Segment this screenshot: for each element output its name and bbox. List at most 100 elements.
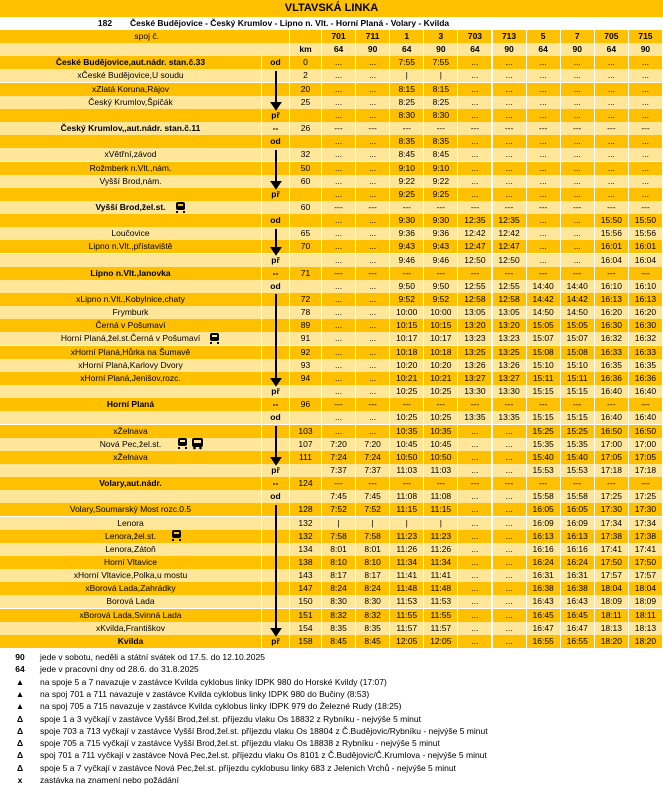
- time: 7:20: [322, 437, 357, 451]
- km: 154: [290, 621, 322, 635]
- time: |: [322, 516, 357, 530]
- time: ...: [526, 227, 561, 241]
- km: [290, 385, 322, 399]
- km: [290, 411, 322, 425]
- time: ...: [526, 253, 561, 267]
- time: 7:45: [356, 490, 391, 504]
- km: 158: [290, 634, 322, 648]
- time: 7:24: [356, 450, 391, 464]
- time: ...: [492, 503, 527, 517]
- time: ---: [458, 398, 493, 412]
- km-label: km: [290, 43, 322, 57]
- stop-name: Lipno n.Vlt.,přístaviště: [0, 240, 262, 254]
- time: 13:27: [492, 371, 527, 385]
- time: ...: [526, 187, 561, 201]
- arr-dep: od: [262, 135, 290, 149]
- km: 71: [290, 266, 322, 280]
- stop-name: [0, 253, 262, 267]
- time: ---: [526, 200, 561, 214]
- time: ...: [356, 148, 391, 162]
- time: ...: [322, 293, 357, 306]
- time: 16:10: [594, 279, 629, 293]
- time: ...: [458, 569, 493, 583]
- time: 13:25: [492, 345, 527, 359]
- arr-dep: [262, 542, 290, 556]
- arr-dep: [262, 200, 290, 214]
- km: 103: [290, 424, 322, 438]
- time: 15:10: [526, 358, 561, 372]
- time: 11:41: [424, 569, 459, 583]
- time: 11:26: [390, 542, 425, 556]
- stop-name: [0, 135, 262, 149]
- time: 11:55: [424, 608, 459, 622]
- stop-name: xČeské Budějovice,U soudu: [0, 69, 262, 83]
- time: 7:55: [424, 56, 459, 70]
- time: 7:52: [356, 503, 391, 517]
- time: 16:47: [526, 621, 561, 635]
- time: ---: [424, 398, 459, 412]
- time: ...: [628, 135, 663, 149]
- time: 17:25: [628, 490, 663, 504]
- time: |: [424, 516, 459, 530]
- time: 15:15: [560, 411, 595, 425]
- arr-dep: [262, 608, 290, 622]
- time: 10:00: [424, 306, 459, 320]
- stop-name: xLipno n.Vlt.,Kobylnice,chaty: [0, 293, 262, 306]
- time: ...: [322, 135, 357, 149]
- time: 13:23: [458, 332, 493, 346]
- time: ...: [322, 411, 357, 425]
- time: 15:10: [560, 358, 595, 372]
- time: 8:24: [356, 582, 391, 596]
- time: ...: [526, 214, 561, 228]
- time: ---: [594, 122, 629, 136]
- time: 14:42: [560, 293, 595, 306]
- time: ---: [594, 266, 629, 280]
- note-symbol: x: [17, 775, 23, 786]
- note-symbol: 90: [15, 652, 25, 663]
- time: 10:21: [424, 371, 459, 385]
- time: 16:30: [594, 319, 629, 333]
- time: ...: [322, 174, 357, 188]
- arr-dep: [262, 503, 290, 517]
- time: ---: [628, 122, 663, 136]
- variant: 90: [424, 43, 459, 57]
- stop-name: xHorní Planá,Jenišov,rozc.: [0, 371, 262, 385]
- title: VLTAVSKÁ LINKA: [0, 0, 663, 17]
- time: ---: [356, 266, 391, 280]
- km: 128: [290, 503, 322, 517]
- time: ...: [458, 135, 493, 149]
- note-symbol: Δ: [16, 750, 24, 761]
- time: 8:24: [322, 582, 357, 596]
- time: 11:23: [424, 529, 459, 543]
- time: 11:15: [390, 503, 425, 517]
- km: [290, 463, 322, 477]
- time: 16:16: [526, 542, 561, 556]
- arr-dep: [262, 240, 290, 254]
- trip-number: 701: [322, 30, 357, 43]
- time: ...: [492, 556, 527, 569]
- time: ...: [322, 95, 357, 109]
- stop-name: [0, 187, 262, 201]
- time: ---: [322, 398, 357, 412]
- time: ...: [356, 135, 391, 149]
- time: ...: [458, 174, 493, 188]
- km: 150: [290, 595, 322, 609]
- stop-name: xZlatá Koruna,Rájov: [0, 82, 262, 96]
- time: 10:21: [390, 371, 425, 385]
- time: 8:35: [424, 135, 459, 149]
- time: 15:58: [526, 490, 561, 504]
- time: 11:15: [424, 503, 459, 517]
- time: ---: [322, 122, 357, 136]
- time: 17:41: [628, 542, 663, 556]
- stop-name: Kvilda: [0, 634, 262, 648]
- stop-name: xKvilda,Františkov: [0, 621, 262, 635]
- time: ---: [526, 122, 561, 136]
- time: 12:42: [492, 227, 527, 241]
- time: ---: [560, 266, 595, 280]
- time: 8:17: [356, 569, 391, 583]
- stop-name: [0, 463, 262, 477]
- km: 107: [290, 437, 322, 451]
- time: ...: [628, 69, 663, 83]
- time: 17:57: [628, 569, 663, 583]
- time: ...: [356, 424, 391, 438]
